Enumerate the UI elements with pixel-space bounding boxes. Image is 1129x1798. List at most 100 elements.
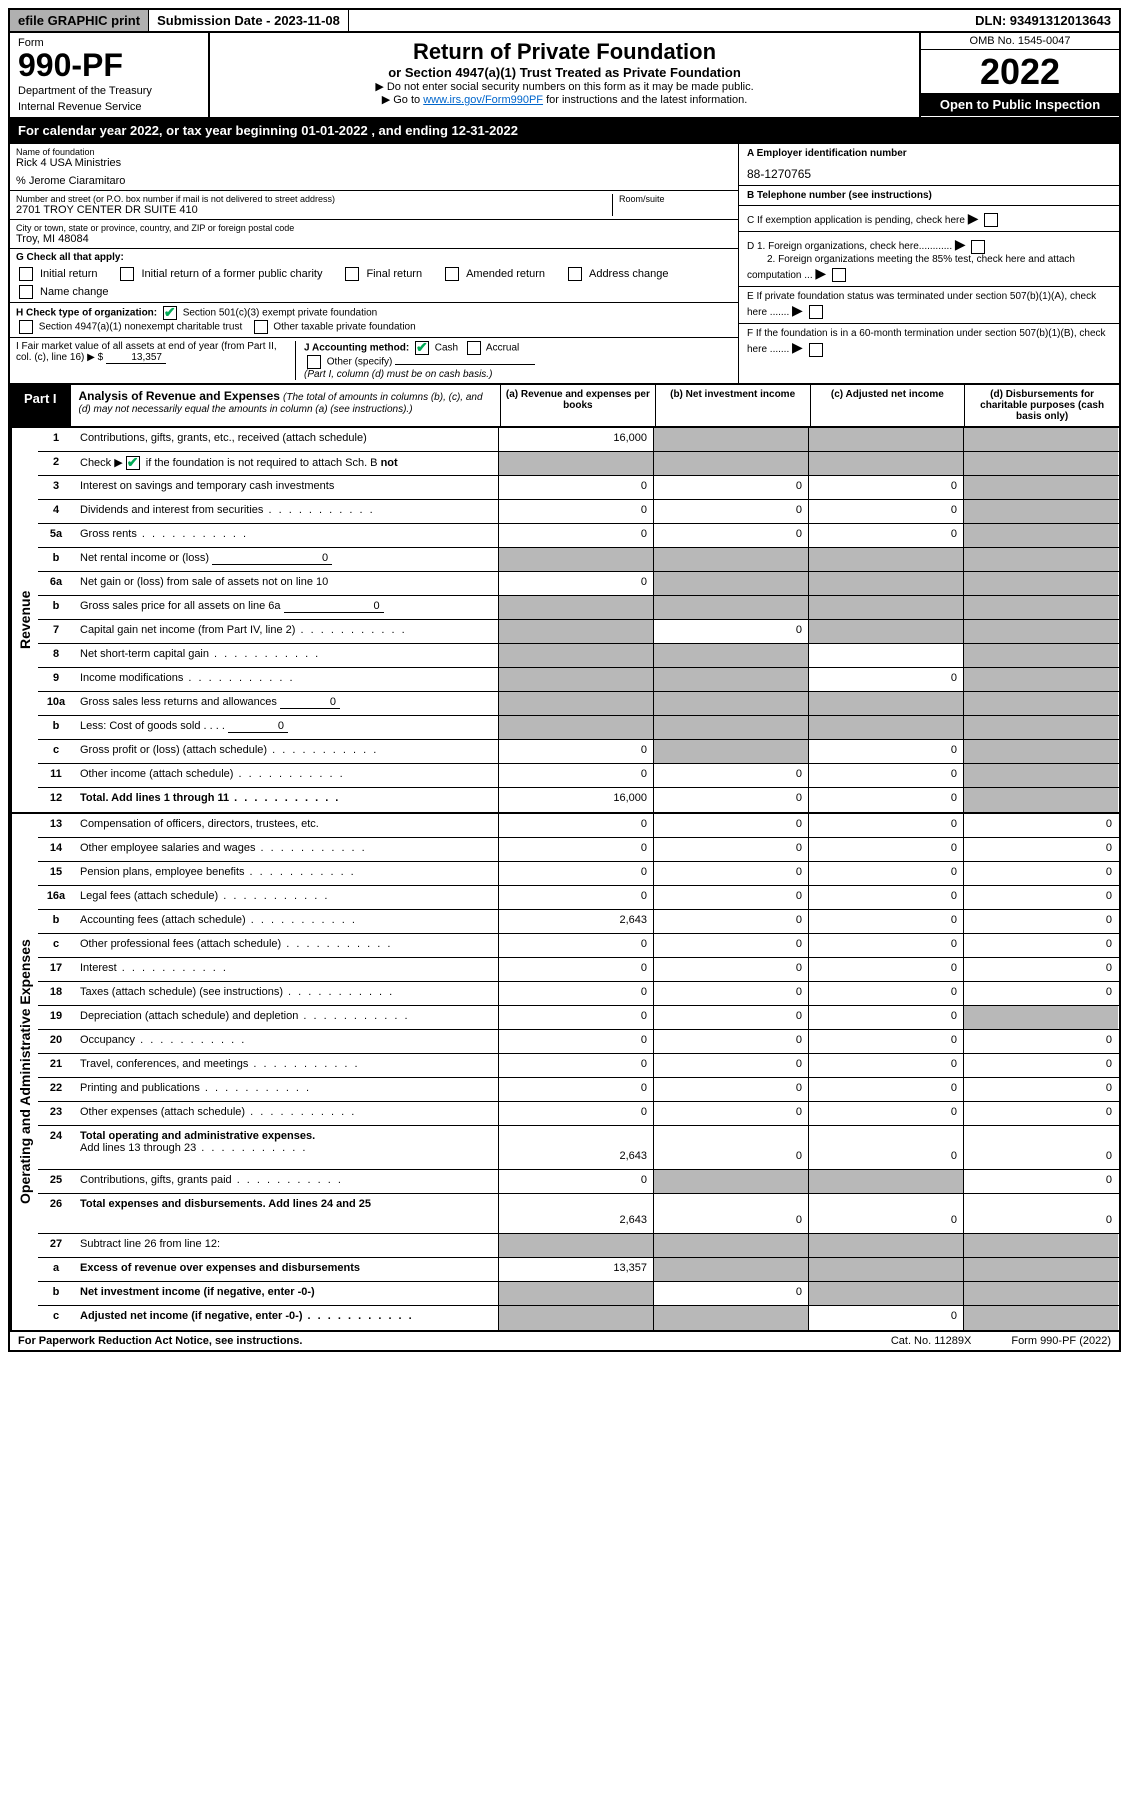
- revenue-side-label: Revenue: [10, 428, 38, 812]
- g-name-change[interactable]: Name change: [16, 285, 109, 299]
- arrow-icon: ▶: [792, 339, 803, 355]
- j-cash: Cash: [435, 343, 458, 354]
- irs-link[interactable]: www.irs.gov/Form990PF: [423, 94, 543, 106]
- h-opt-4947: Section 4947(a)(1) nonexempt charitable …: [39, 322, 242, 333]
- h-4947-checkbox[interactable]: [19, 320, 33, 334]
- g-amended[interactable]: Amended return: [442, 267, 545, 281]
- j-other-checkbox[interactable]: [307, 355, 321, 369]
- foundation-name-cell: Name of foundation Rick 4 USA Ministries…: [10, 144, 738, 191]
- d-cell: D 1. Foreign organizations, check here..…: [739, 232, 1119, 287]
- expenses-table: Operating and Administrative Expenses 13…: [8, 814, 1121, 1332]
- g-initial-public[interactable]: Initial return of a former public charit…: [117, 267, 322, 281]
- city-cell: City or town, state or province, country…: [10, 220, 738, 249]
- ein-value: 88-1270765: [747, 167, 1111, 181]
- tax-year: 2022: [921, 50, 1119, 93]
- row-6a: 6aNet gain or (loss) from sale of assets…: [38, 572, 1119, 596]
- check-ij-cell: I Fair market value of all assets at end…: [10, 338, 738, 383]
- expenses-body: 13Compensation of officers, directors, t…: [38, 814, 1119, 1330]
- e-checkbox[interactable]: [809, 305, 823, 319]
- instruction-1: ▶ Do not enter social security numbers o…: [216, 80, 913, 93]
- top-bar: efile GRAPHIC print Submission Date - 20…: [8, 8, 1121, 33]
- form-header: Form 990-PF Department of the Treasury I…: [8, 33, 1121, 119]
- d1-checkbox[interactable]: [971, 240, 985, 254]
- footer-center: Cat. No. 11289X: [891, 1335, 972, 1347]
- row-13: 13Compensation of officers, directors, t…: [38, 814, 1119, 838]
- col-d-header: (d) Disbursements for charitable purpose…: [964, 385, 1119, 426]
- row-5a: 5aGross rents000: [38, 524, 1119, 548]
- row-19: 19Depreciation (attach schedule) and dep…: [38, 1006, 1119, 1030]
- row-15: 15Pension plans, employee benefits0000: [38, 862, 1119, 886]
- row-18: 18Taxes (attach schedule) (see instructi…: [38, 982, 1119, 1006]
- row-25: 25Contributions, gifts, grants paid00: [38, 1170, 1119, 1194]
- h-label: H Check type of organization:: [16, 308, 157, 319]
- expenses-side-label: Operating and Administrative Expenses: [10, 814, 38, 1330]
- foundation-name: Rick 4 USA Ministries: [16, 157, 732, 169]
- row-2: 2Check ▶ if the foundation is not requir…: [38, 452, 1119, 476]
- checkbox-icon: [568, 267, 582, 281]
- foundation-info: Name of foundation Rick 4 USA Ministries…: [8, 144, 1121, 385]
- col-c-header: (c) Adjusted net income: [810, 385, 965, 426]
- row-9: 9Income modifications0: [38, 668, 1119, 692]
- form-container: efile GRAPHIC print Submission Date - 20…: [0, 0, 1129, 1360]
- arrow-icon: ▶: [815, 265, 826, 281]
- city-label: City or town, state or province, country…: [16, 223, 732, 233]
- instr2-suffix: for instructions and the latest informat…: [543, 94, 747, 106]
- j-accrual-checkbox[interactable]: [467, 341, 481, 355]
- footer: For Paperwork Reduction Act Notice, see …: [8, 1332, 1121, 1352]
- h-other-checkbox[interactable]: [254, 320, 268, 334]
- row-16c: cOther professional fees (attach schedul…: [38, 934, 1119, 958]
- footer-right: Form 990-PF (2022): [1011, 1335, 1111, 1347]
- checkbox-icon: [345, 267, 359, 281]
- efile-print-button[interactable]: efile GRAPHIC print: [10, 10, 149, 31]
- schb-checkbox[interactable]: [126, 456, 140, 470]
- row-16b: bAccounting fees (attach schedule)2,6430…: [38, 910, 1119, 934]
- j-accrual: Accrual: [486, 343, 519, 354]
- row-16a: 16aLegal fees (attach schedule)0000: [38, 886, 1119, 910]
- g-address-change[interactable]: Address change: [565, 267, 669, 281]
- row-7: 7Capital gain net income (from Part IV, …: [38, 620, 1119, 644]
- submission-date: Submission Date - 2023-11-08: [149, 10, 349, 31]
- c-checkbox[interactable]: [984, 213, 998, 227]
- row-11: 11Other income (attach schedule)000: [38, 764, 1119, 788]
- irs-label: Internal Revenue Service: [18, 101, 200, 113]
- g-initial-return[interactable]: Initial return: [16, 267, 97, 281]
- g-options: Initial return Initial return of a forme…: [16, 267, 732, 299]
- d1-label: D 1. Foreign organizations, check here..…: [747, 241, 952, 252]
- d2-label: 2. Foreign organizations meeting the 85%…: [747, 254, 1075, 281]
- row-14: 14Other employee salaries and wages0000: [38, 838, 1119, 862]
- row-4: 4Dividends and interest from securities0…: [38, 500, 1119, 524]
- row-6b: bGross sales price for all assets on lin…: [38, 596, 1119, 620]
- col-b-header: (b) Net investment income: [655, 385, 810, 426]
- telephone-cell: B Telephone number (see instructions): [739, 186, 1119, 206]
- ein-label: A Employer identification number: [747, 148, 1111, 159]
- row-1: 1Contributions, gifts, grants, etc., rec…: [38, 428, 1119, 452]
- address: 2701 TROY CENTER DR SUITE 410: [16, 204, 612, 216]
- row-3: 3Interest on savings and temporary cash …: [38, 476, 1119, 500]
- j-cash-checkbox[interactable]: [415, 341, 429, 355]
- row-23: 23Other expenses (attach schedule)0000: [38, 1102, 1119, 1126]
- row-17: 17Interest0000: [38, 958, 1119, 982]
- f-cell: F If the foundation is in a 60-month ter…: [739, 324, 1119, 360]
- h-501c3-checkbox[interactable]: [163, 306, 177, 320]
- part-title-cell: Analysis of Revenue and Expenses (The to…: [71, 385, 500, 426]
- f-checkbox[interactable]: [809, 343, 823, 357]
- revenue-table: Revenue 1Contributions, gifts, grants, e…: [8, 428, 1121, 814]
- b-label: B Telephone number (see instructions): [747, 190, 932, 201]
- row-12: 12Total. Add lines 1 through 1116,00000: [38, 788, 1119, 812]
- c-label: C If exemption application is pending, c…: [747, 215, 965, 226]
- g-label: G Check all that apply:: [16, 252, 124, 263]
- d2-checkbox[interactable]: [832, 268, 846, 282]
- row-10c: cGross profit or (loss) (attach schedule…: [38, 740, 1119, 764]
- g-final-return[interactable]: Final return: [342, 267, 422, 281]
- check-g-cell: G Check all that apply: Initial return I…: [10, 249, 738, 303]
- h-opt-501c3: Section 501(c)(3) exempt private foundat…: [183, 308, 378, 319]
- j-other: Other (specify): [327, 357, 393, 368]
- dln-number: DLN: 93491312013643: [967, 10, 1119, 31]
- row-10a: 10aGross sales less returns and allowanc…: [38, 692, 1119, 716]
- arrow-icon: ▶: [955, 236, 966, 252]
- row-21: 21Travel, conferences, and meetings0000: [38, 1054, 1119, 1078]
- row-5b: bNet rental income or (loss) 0: [38, 548, 1119, 572]
- header-center: Return of Private Foundation or Section …: [210, 33, 919, 117]
- header-right: OMB No. 1545-0047 2022 Open to Public In…: [919, 33, 1119, 117]
- col-a-header: (a) Revenue and expenses per books: [500, 385, 655, 426]
